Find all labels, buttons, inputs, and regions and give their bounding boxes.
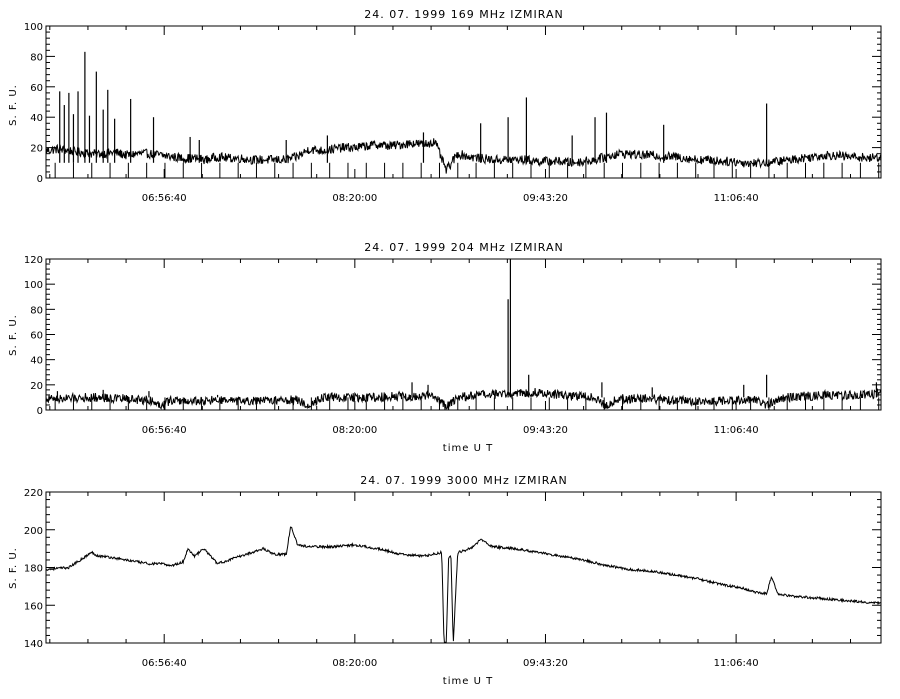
x-tick-label: 08:20:00: [332, 193, 377, 204]
y-tick-label: 220: [24, 488, 43, 499]
y-axis-label: S. F. U.: [8, 84, 19, 126]
y-tick-label: 0: [37, 406, 43, 417]
series-line: [45, 138, 882, 174]
x-axis-label: time U T: [443, 676, 493, 687]
x-tick-label: 11:06:40: [714, 193, 759, 204]
plot-area: 0 20 40 60 80 100 06:56:40 08:20:00 09:43:20 11:0…: [24, 22, 882, 204]
x-tick-label: 09:43:20: [523, 193, 568, 204]
y-tick-label: 0: [37, 174, 43, 185]
x-tick-label: 09:43:20: [523, 425, 568, 436]
x-axis-label: time U T: [443, 443, 493, 454]
y-tick-label: 100: [24, 280, 43, 291]
x-tick-label: 11:06:40: [714, 658, 759, 669]
y-tick-label: 20: [30, 381, 43, 392]
plot-frame: [45, 491, 882, 644]
y-tick-label: 100: [24, 22, 43, 33]
x-tick-label: 08:20:00: [332, 425, 377, 436]
plot-area: 140 160 180 200 220 06:56:40 08:20:00 09:43:20 1…: [24, 488, 882, 669]
y-tick-label: 140: [24, 639, 43, 650]
y-axis-label: S. F. U.: [8, 314, 19, 356]
y-tick-label: 200: [24, 526, 43, 537]
x-tick-label: 06:56:40: [142, 658, 187, 669]
panel-title: 24. 07. 1999 3000 MHz IZMIRAN: [360, 474, 567, 487]
y-tick-label: 60: [30, 83, 43, 94]
panel-169mhz: 24. 07. 1999 169 MHz IZMIRAN S. F. U. 0 2…: [8, 8, 882, 204]
plot-frame: [45, 25, 882, 179]
x-tick-label: 06:56:40: [142, 425, 187, 436]
x-tick-label: 09:43:20: [523, 658, 568, 669]
y-tick-label: 180: [24, 564, 43, 575]
y-tick-label: 120: [24, 255, 43, 266]
plot-frame: [45, 258, 882, 411]
y-tick-label: 40: [30, 356, 43, 367]
x-tick-label: 06:56:40: [142, 193, 187, 204]
y-tick-label: 40: [30, 113, 43, 124]
series-line: [45, 388, 882, 410]
x-tick-label: 08:20:00: [332, 658, 377, 669]
y-tick-label: 160: [24, 601, 43, 612]
panel-title: 24. 07. 1999 204 MHz IZMIRAN: [364, 241, 563, 254]
y-tick-label: 60: [30, 331, 43, 342]
panel-3000mhz: 24. 07. 1999 3000 MHz IZMIRAN S. F. U. t…: [8, 474, 882, 687]
y-tick-label: 80: [30, 305, 43, 316]
series-line: [45, 526, 882, 644]
panel-title: 24. 07. 1999 169 MHz IZMIRAN: [364, 8, 563, 21]
panel-204mhz: 24. 07. 1999 204 MHz IZMIRAN S. F. U. ti…: [8, 241, 882, 454]
y-tick-label: 20: [30, 144, 43, 155]
plot-area: 0 20 40 60 80 100 120 06:56:40 08:20:00 09:43:20 1…: [24, 255, 882, 436]
x-tick-label: 11:06:40: [714, 425, 759, 436]
y-tick-label: 80: [30, 52, 43, 63]
y-axis-label: S. F. U.: [8, 547, 19, 589]
